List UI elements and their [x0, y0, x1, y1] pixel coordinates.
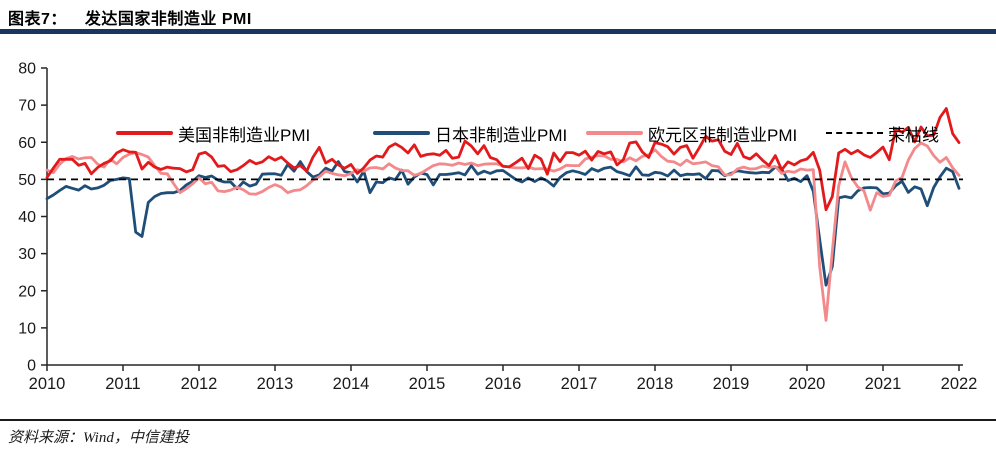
- figure-title: 发达国家非制造业 PMI: [84, 11, 252, 28]
- y-tick-label: 0: [27, 358, 36, 375]
- figure-number: 图表7：: [8, 11, 67, 28]
- x-tick-label: 2020: [789, 375, 826, 393]
- figure-header: 图表7： 发达国家非制造业 PMI: [8, 5, 252, 29]
- x-tick-label: 2015: [409, 375, 446, 393]
- x-tick-label: 2016: [485, 375, 522, 393]
- y-tick-label: 60: [18, 135, 36, 152]
- pmi-line-chart: 0 10 20 30 40 50 60 70 80 2010 2011 2012 2013 2014 201…: [18, 61, 978, 394]
- title-divider: [0, 29, 996, 34]
- y-tick-label: 80: [18, 61, 36, 78]
- x-tick-label: 2014: [333, 375, 370, 393]
- x-tick-label: 2011: [105, 375, 140, 393]
- y-tick-label: 50: [18, 172, 36, 189]
- y-tick-label: 30: [18, 246, 36, 263]
- y-tick-label: 40: [18, 209, 36, 226]
- x-tick-label: 2013: [257, 375, 294, 393]
- y-tick-label: 70: [18, 98, 36, 115]
- y-tick-label: 20: [18, 283, 36, 300]
- us-pmi-line: [45, 107, 961, 212]
- x-tick-label: 2012: [181, 375, 218, 393]
- x-tick-label: 2010: [29, 375, 66, 393]
- x-tick-label: 2017: [561, 375, 598, 393]
- x-tick-label: 2022: [941, 375, 978, 393]
- x-tick-label: 2019: [713, 375, 750, 393]
- pmi-chart-area: 0 10 20 30 40 50 60 70 80 2010 2011 2012 2013 2014 201…: [0, 40, 996, 415]
- x-tick-label: 2018: [637, 375, 674, 393]
- x-tick-label: 2021: [865, 375, 902, 393]
- data-source: 资料来源：Wind，中信建投: [8, 430, 189, 446]
- footer-divider: [0, 419, 996, 421]
- y-tick-label: 10: [18, 320, 36, 337]
- japan-pmi-line: [45, 160, 961, 287]
